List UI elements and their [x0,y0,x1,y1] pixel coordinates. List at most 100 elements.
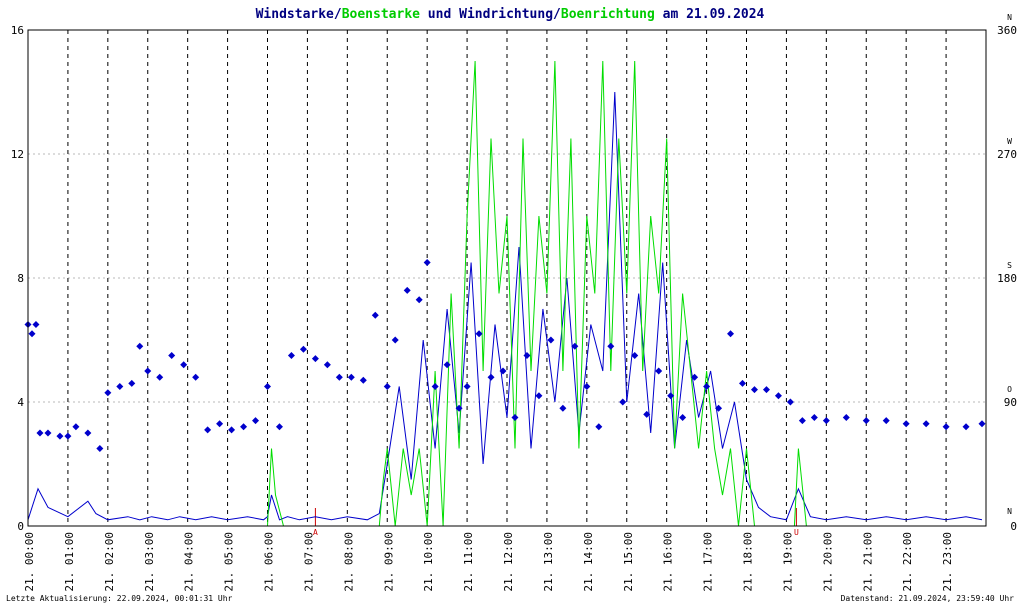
direction-point [902,420,910,428]
direction-point [275,423,283,431]
compass-label: N [1007,507,1012,516]
direction-point [631,352,639,359]
direction-point [463,383,471,390]
x-tick-label: 21. 04:00 [183,532,196,592]
x-tick-label: 21. 00:00 [23,532,36,592]
direction-point [862,417,870,425]
x-tick-label: 21. 02:00 [103,532,116,592]
direction-point [287,352,295,359]
direction-point [595,423,603,431]
direction-point [822,417,830,425]
direction-point [28,330,36,338]
x-tick-label: 21. 07:00 [302,532,315,592]
direction-point [942,423,950,431]
direction-point [192,373,200,381]
x-tick-label: 21. 22:00 [901,532,914,592]
direction-point [136,342,144,350]
direction-point [228,426,236,434]
footer-left: Letzte Aktualisierung: 22.09.2024, 00:01… [6,594,233,603]
direction-point [104,389,112,397]
compass-label: S [1007,261,1012,270]
series-boenstarke [28,60,982,527]
direction-point [762,386,770,394]
direction-point [739,379,747,387]
direction-point [431,383,439,390]
direction-point [607,342,615,350]
direction-point [922,420,930,428]
x-tick-label: 21. 21:00 [861,532,874,592]
direction-point [727,330,735,338]
x-tick-label: 21. 01:00 [63,532,76,592]
direction-point [391,336,399,344]
direction-point [535,392,543,400]
x-tick-label: 21. 11:00 [462,532,475,592]
x-tick-label: 21. 05:00 [223,532,236,592]
direction-point [455,404,463,412]
direction-point [643,410,651,418]
direction-point [240,423,248,431]
y-left-tick-label: 0 [17,520,24,533]
x-tick-label: 21. 17:00 [702,532,715,592]
direction-point [443,361,451,369]
direction-point [56,432,64,440]
x-tick-label: 21. 23:00 [941,532,954,592]
x-tick-label: 21. 15:00 [622,532,635,592]
x-tick-label: 21. 16:00 [662,532,675,592]
x-tick-label: 21. 12:00 [502,532,515,592]
x-tick-label: 21. 09:00 [382,532,395,592]
direction-point [679,414,687,421]
direction-point [323,361,331,369]
direction-point [655,367,663,375]
direction-point [311,355,319,363]
direction-point [978,420,986,428]
direction-point [84,429,92,437]
y-right-tick-label: 180 [997,272,1017,285]
x-tick-label: 21. 08:00 [342,532,355,592]
direction-point [511,414,519,421]
title-gust: Boenstarke [342,7,420,22]
direction-point [383,383,391,390]
y-left-tick-label: 16 [11,24,24,37]
direction-point [128,379,136,387]
x-tick-label: 21. 13:00 [542,532,555,592]
plot-frame [27,29,987,527]
x-tick-label: 21. 20:00 [821,532,834,592]
direction-point [475,330,483,338]
footer-right: Datenstand: 21.09.2024, 23:59:40 Uhr [841,594,1015,603]
direction-point [750,386,758,394]
y-left-tick-label: 8 [17,272,24,285]
direction-point [168,352,176,359]
direction-point [962,423,970,431]
series-line [27,91,983,521]
direction-point [583,383,591,390]
series-line [28,60,982,527]
direction-point [299,345,307,353]
series-windrichtung [24,259,986,452]
direction-point [64,432,72,440]
direction-point [786,398,794,406]
marker-label: U [794,528,799,537]
axis-labels: 0 0 N 4 90 O 8 180 S 12 270 W 16 360 N 21. 00:00 21. 01:… [11,13,1017,592]
grid [28,30,986,526]
direction-point [204,426,212,434]
direction-point [180,361,188,369]
direction-point [798,417,806,425]
direction-point [774,392,782,400]
direction-point [252,417,260,425]
x-tick-label: 21. 19:00 [781,532,794,592]
title-middle: und Windrichtung/ [420,7,561,22]
y-left-tick-label: 4 [17,396,24,409]
x-tick-label: 21. 06:00 [263,532,276,592]
direction-point [216,420,224,428]
x-tick-label: 21. 10:00 [422,532,435,592]
direction-point [32,321,40,328]
compass-label: W [1007,137,1012,146]
y-left-tick-label: 12 [11,148,24,161]
direction-point [499,367,507,375]
y-right-tick-label: 270 [997,148,1017,161]
direction-point [667,392,675,400]
title-gustdir: Boenrichtung [561,7,655,22]
x-tick-label: 21. 18:00 [742,532,755,592]
series-layer [24,60,986,527]
